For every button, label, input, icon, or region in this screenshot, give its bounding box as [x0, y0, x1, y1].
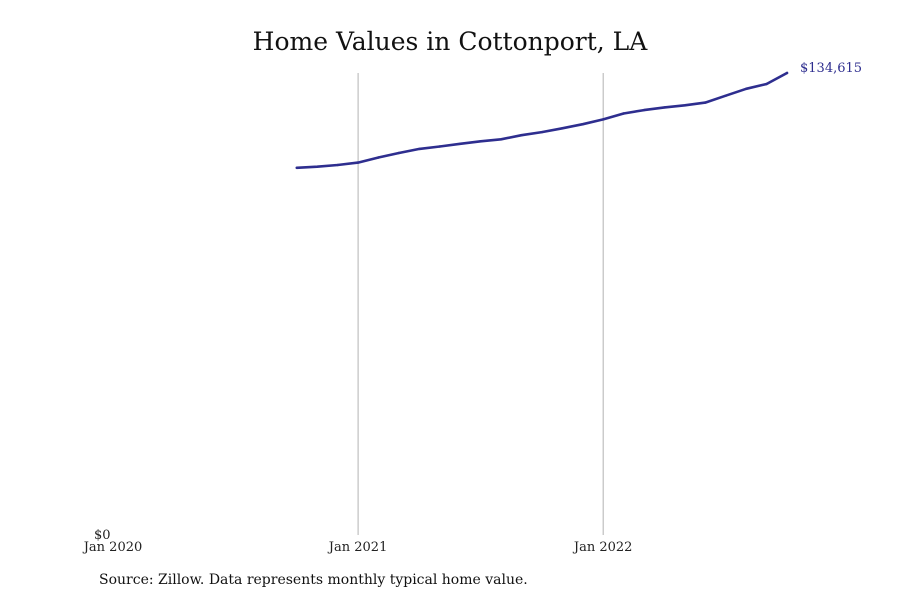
gridlines	[357, 73, 604, 535]
data-point	[356, 161, 360, 164]
data-point	[377, 156, 380, 159]
data-point	[336, 163, 339, 167]
data-point	[540, 130, 544, 134]
data-labels: $134,615	[800, 61, 862, 76]
data-point	[438, 145, 441, 148]
data-point	[724, 94, 727, 97]
data-point	[642, 108, 646, 112]
data-point	[602, 118, 605, 121]
chart-title: Home Values in Cottonport, LA	[252, 27, 648, 56]
data-point	[479, 140, 482, 143]
x-tick-label: Jan 2020	[82, 540, 143, 555]
data-point	[316, 165, 319, 168]
data-point	[581, 123, 584, 126]
x-tick-label: Jan 2021	[327, 540, 388, 555]
data-point	[520, 134, 523, 137]
series-line	[295, 71, 789, 170]
y-tick-label: $0	[94, 528, 111, 543]
data-point	[683, 104, 687, 107]
data-point	[561, 127, 564, 130]
data-point	[459, 142, 462, 145]
data-point	[499, 138, 503, 141]
data-point	[295, 166, 298, 169]
x-tick-label: Jan 2022	[572, 540, 633, 555]
data-point	[622, 112, 625, 115]
data-point	[704, 101, 707, 104]
data-point	[418, 147, 421, 151]
end-value-label: $134,615	[800, 61, 862, 76]
data-point	[663, 106, 666, 109]
data-point	[785, 71, 789, 75]
series-lines	[295, 71, 789, 170]
source-note: Source: Zillow. Data represents monthly …	[99, 572, 528, 588]
data-point	[745, 87, 748, 91]
data-point	[397, 151, 401, 155]
data-points	[295, 71, 789, 169]
tick-labels: Jan 2020 Jan 2021 Jan 2022 $0	[82, 528, 633, 555]
data-point	[765, 82, 768, 86]
